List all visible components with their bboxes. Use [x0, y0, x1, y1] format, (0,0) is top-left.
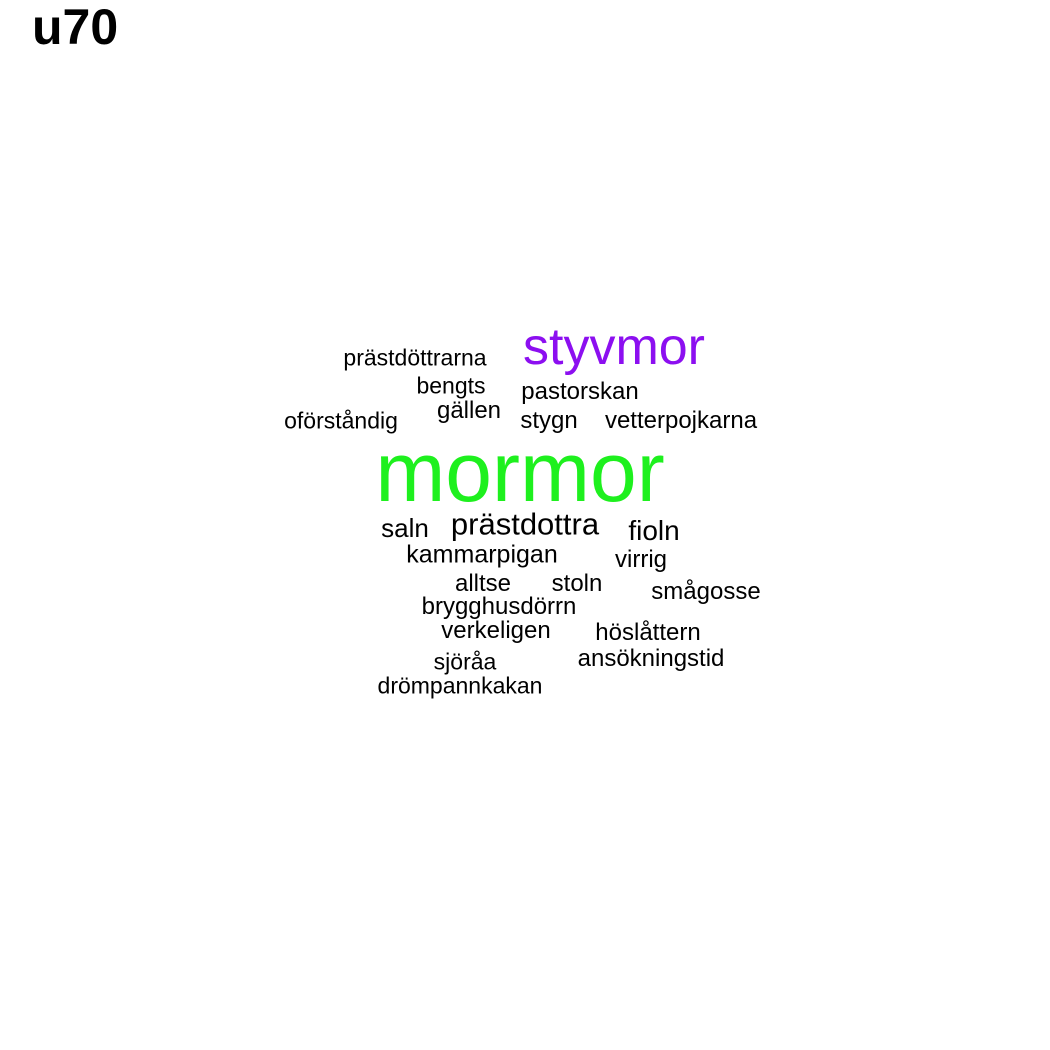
cloud-word: virrig	[615, 546, 667, 573]
cloud-word: brygghusdörrn	[421, 593, 577, 620]
cloud-word: smågosse	[651, 578, 761, 605]
cloud-word: fioln	[628, 515, 680, 546]
cloud-word: ansökningstid	[577, 645, 725, 672]
cloud-word: alltse	[454, 570, 512, 597]
cloud-word: bengts	[416, 372, 486, 399]
cloud-word: drömpannkakan	[377, 672, 543, 699]
cloud-title: u70	[32, 0, 119, 55]
cloud-word: pastorskan	[521, 378, 639, 405]
cloud-word: oförståndig	[284, 407, 398, 434]
cloud-word: prästdöttrarna	[343, 344, 487, 371]
cloud-word: mormor	[375, 425, 665, 519]
cloud-word: verkeligen	[441, 617, 551, 644]
cloud-word: sjöråa	[433, 648, 497, 675]
cloud-word: vetterpojkarna	[604, 407, 758, 434]
cloud-word: saln	[381, 513, 429, 543]
cloud-word: prästdottra	[450, 506, 600, 542]
cloud-word: gällen	[436, 397, 502, 424]
cloud-word: stygn	[520, 407, 578, 434]
cloud-word: höslåttern	[595, 619, 701, 646]
cloud-word: stoln	[551, 570, 603, 597]
cloud-word: kammarpigan	[406, 540, 558, 569]
cloud-word: styvmor	[523, 318, 705, 376]
